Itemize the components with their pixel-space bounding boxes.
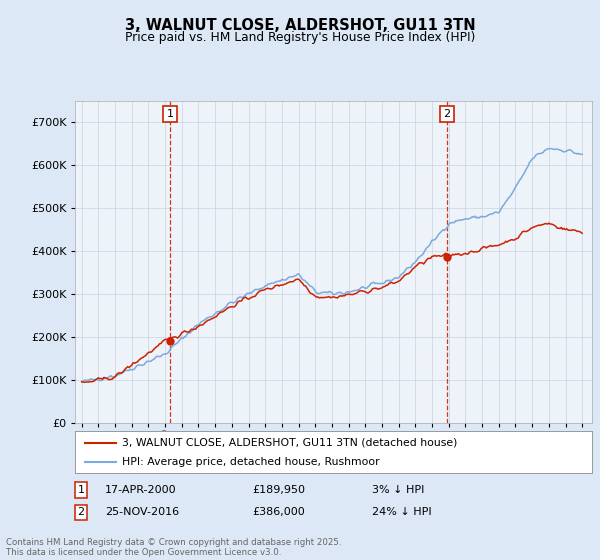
Text: 2: 2 (443, 109, 451, 119)
Text: 3, WALNUT CLOSE, ALDERSHOT, GU11 3TN (detached house): 3, WALNUT CLOSE, ALDERSHOT, GU11 3TN (de… (122, 437, 457, 447)
Text: 2: 2 (77, 507, 85, 517)
Text: £189,950: £189,950 (252, 485, 305, 495)
Text: 1: 1 (167, 109, 173, 119)
Text: 3% ↓ HPI: 3% ↓ HPI (372, 485, 424, 495)
Text: Price paid vs. HM Land Registry's House Price Index (HPI): Price paid vs. HM Land Registry's House … (125, 31, 475, 44)
Text: 24% ↓ HPI: 24% ↓ HPI (372, 507, 431, 517)
Text: 1: 1 (77, 485, 85, 495)
Text: £386,000: £386,000 (252, 507, 305, 517)
Text: 3, WALNUT CLOSE, ALDERSHOT, GU11 3TN: 3, WALNUT CLOSE, ALDERSHOT, GU11 3TN (125, 18, 475, 33)
Text: HPI: Average price, detached house, Rushmoor: HPI: Average price, detached house, Rush… (122, 457, 379, 467)
Text: 17-APR-2000: 17-APR-2000 (105, 485, 176, 495)
Text: 25-NOV-2016: 25-NOV-2016 (105, 507, 179, 517)
Text: Contains HM Land Registry data © Crown copyright and database right 2025.
This d: Contains HM Land Registry data © Crown c… (6, 538, 341, 557)
